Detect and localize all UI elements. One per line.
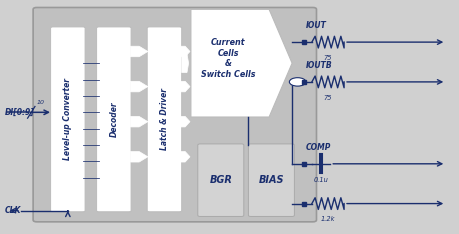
FancyBboxPatch shape bbox=[50, 27, 85, 212]
Text: Level-up Converter: Level-up Converter bbox=[63, 78, 72, 160]
FancyBboxPatch shape bbox=[33, 7, 316, 222]
Text: 0.1u: 0.1u bbox=[313, 177, 328, 183]
Polygon shape bbox=[181, 54, 188, 73]
FancyBboxPatch shape bbox=[147, 27, 181, 212]
Polygon shape bbox=[180, 81, 190, 92]
Polygon shape bbox=[190, 9, 291, 117]
Polygon shape bbox=[130, 152, 147, 162]
Circle shape bbox=[289, 78, 305, 86]
Text: 75: 75 bbox=[323, 55, 331, 61]
FancyBboxPatch shape bbox=[197, 144, 243, 216]
Text: Decoder: Decoder bbox=[109, 102, 118, 137]
Text: 10: 10 bbox=[37, 100, 45, 105]
Polygon shape bbox=[180, 152, 190, 162]
Text: 75: 75 bbox=[323, 95, 331, 101]
Polygon shape bbox=[130, 116, 147, 127]
FancyBboxPatch shape bbox=[96, 27, 131, 212]
Polygon shape bbox=[180, 46, 190, 57]
Polygon shape bbox=[130, 46, 147, 57]
FancyBboxPatch shape bbox=[248, 144, 294, 216]
Text: BGR: BGR bbox=[209, 175, 232, 185]
Text: Current
Cells
&
Switch Cells: Current Cells & Switch Cells bbox=[201, 38, 255, 79]
Polygon shape bbox=[180, 116, 190, 127]
Polygon shape bbox=[130, 81, 147, 92]
Text: IOUTB: IOUTB bbox=[305, 61, 332, 70]
Text: COMP: COMP bbox=[305, 143, 330, 152]
Text: IOUT: IOUT bbox=[305, 22, 326, 30]
Text: 1.2k: 1.2k bbox=[320, 216, 335, 223]
Text: BIAS: BIAS bbox=[258, 175, 284, 185]
Text: CLK: CLK bbox=[5, 206, 21, 215]
Text: DI[0:9]: DI[0:9] bbox=[5, 108, 34, 117]
Text: Latch & Driver: Latch & Driver bbox=[160, 88, 168, 150]
